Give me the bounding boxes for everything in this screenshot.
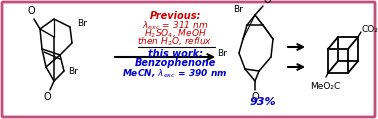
Text: MeO₂C: MeO₂C bbox=[310, 82, 340, 91]
Text: O: O bbox=[43, 92, 51, 102]
Text: O: O bbox=[27, 6, 35, 16]
Text: MeCN, $\lambda_{exc}$ = 390 nm: MeCN, $\lambda_{exc}$ = 390 nm bbox=[122, 67, 228, 79]
Text: 93%: 93% bbox=[250, 97, 276, 107]
Text: then H$_2$O, reflux: then H$_2$O, reflux bbox=[137, 35, 213, 48]
Text: O: O bbox=[251, 92, 259, 102]
Text: H$_2$SO$_4$, MeOH: H$_2$SO$_4$, MeOH bbox=[144, 27, 206, 40]
Text: Br: Br bbox=[77, 18, 87, 27]
Text: Benzophenone: Benzophenone bbox=[134, 57, 216, 67]
Text: Br: Br bbox=[217, 49, 227, 57]
Text: Previous:: Previous: bbox=[149, 11, 201, 21]
FancyBboxPatch shape bbox=[2, 2, 375, 117]
Text: this work:: this work: bbox=[147, 49, 203, 59]
Text: Br: Br bbox=[233, 5, 243, 13]
Text: CO₂Me: CO₂Me bbox=[361, 25, 378, 34]
Text: $\lambda_{exc}$ = 311 nm: $\lambda_{exc}$ = 311 nm bbox=[142, 19, 208, 32]
Text: Br: Br bbox=[68, 67, 78, 75]
Text: O: O bbox=[263, 0, 271, 5]
